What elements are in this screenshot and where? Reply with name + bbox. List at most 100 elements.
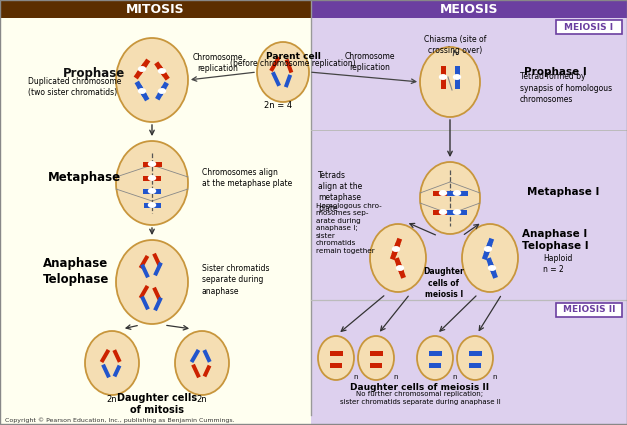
Ellipse shape [358,336,394,380]
Ellipse shape [420,162,480,234]
Polygon shape [330,351,342,355]
Text: MITOSIS: MITOSIS [125,3,184,15]
Ellipse shape [116,141,188,225]
Polygon shape [203,349,211,363]
Bar [311,0,627,18]
Polygon shape [155,86,166,100]
Polygon shape [428,351,441,355]
Polygon shape [396,262,406,279]
Polygon shape [392,238,402,255]
Text: 2n = 4: 2n = 4 [264,100,292,110]
Polygon shape [370,363,382,368]
FancyBboxPatch shape [556,20,622,34]
Polygon shape [139,285,149,299]
Text: Metaphase I: Metaphase I [527,187,599,197]
Bar [311,16,627,425]
Polygon shape [455,71,460,88]
Polygon shape [190,349,200,363]
Ellipse shape [139,67,145,71]
Polygon shape [148,176,161,181]
Text: Daughter
cells of
meiosis I: Daughter cells of meiosis I [424,267,465,299]
Ellipse shape [453,191,460,195]
Polygon shape [468,351,482,355]
Text: Sister chromatids
separate during
anaphase: Sister chromatids separate during anapha… [202,264,270,296]
Polygon shape [101,364,111,378]
Polygon shape [447,210,462,215]
Text: (before chromosome replication): (before chromosome replication) [230,59,356,68]
Ellipse shape [393,247,399,251]
Polygon shape [157,65,170,81]
Ellipse shape [116,38,188,122]
Text: Anaphase I
Telophase I: Anaphase I Telophase I [522,229,589,251]
Text: 2n: 2n [107,396,117,405]
Polygon shape [113,365,122,377]
Ellipse shape [453,75,460,79]
Text: Daughter cells
of mitosis: Daughter cells of mitosis [117,393,197,415]
Polygon shape [438,190,453,196]
Polygon shape [429,363,441,368]
Text: n: n [453,374,457,380]
Text: Prophase: Prophase [63,66,125,79]
Text: Copyright © Pearson Education, Inc., publishing as Benjamin Cummings.: Copyright © Pearson Education, Inc., pub… [5,417,234,423]
Text: Chiasma (site of
crossing over): Chiasma (site of crossing over) [424,35,486,55]
Polygon shape [390,243,401,260]
Ellipse shape [485,247,492,251]
Text: Chromosome
replication: Chromosome replication [345,52,395,72]
Polygon shape [285,59,293,73]
Text: Prophase I: Prophase I [524,67,587,77]
Text: Anaphase
Telophase: Anaphase Telophase [43,258,109,286]
Text: Homologous chro-
mosomes sep-
arate during
anaphase I;
sister
chromatids
remain : Homologous chro- mosomes sep- arate duri… [316,202,382,253]
Polygon shape [137,59,150,75]
Ellipse shape [149,203,155,207]
Polygon shape [486,257,496,274]
Polygon shape [482,243,492,260]
Polygon shape [112,349,122,363]
Ellipse shape [116,240,188,324]
Text: No further chromosomal replication;
sister chromatids separate during anaphase I: No further chromosomal replication; sist… [340,391,500,405]
Ellipse shape [149,176,155,180]
Polygon shape [157,82,169,96]
Polygon shape [142,162,157,167]
Text: n: n [394,374,398,380]
Text: Chromosome
replication: Chromosome replication [192,53,243,73]
Polygon shape [394,257,404,274]
Ellipse shape [175,331,229,395]
Ellipse shape [370,224,426,292]
Polygon shape [135,81,147,97]
Text: Tetrad formed by
synapsis of homologous
chromosomes: Tetrad formed by synapsis of homologous … [520,72,612,104]
Text: 2n: 2n [197,396,208,405]
Ellipse shape [440,75,446,79]
Polygon shape [455,65,460,83]
Polygon shape [452,210,467,215]
Polygon shape [330,363,342,368]
Polygon shape [100,349,110,363]
Ellipse shape [420,47,480,117]
Ellipse shape [139,89,145,93]
Polygon shape [153,297,163,311]
Polygon shape [137,85,149,101]
Polygon shape [154,61,167,76]
Polygon shape [438,210,453,215]
Polygon shape [140,296,150,310]
Ellipse shape [149,162,155,166]
Ellipse shape [149,189,155,193]
Ellipse shape [396,266,404,270]
Polygon shape [144,202,155,207]
Polygon shape [152,253,162,267]
Text: n: n [354,374,358,380]
Polygon shape [143,176,156,181]
Polygon shape [149,202,161,207]
Polygon shape [451,190,468,196]
Text: Chromosomes align
at the metaphase plate: Chromosomes align at the metaphase plate [202,168,292,188]
Bar [0,0,311,18]
Polygon shape [203,365,211,377]
Text: Metaphase: Metaphase [48,170,121,184]
Bar [0,16,311,425]
Ellipse shape [417,336,453,380]
Text: Haploid
n = 2: Haploid n = 2 [543,254,572,274]
Ellipse shape [159,69,166,73]
Polygon shape [152,287,162,301]
Polygon shape [488,262,498,279]
Polygon shape [369,351,382,355]
Ellipse shape [440,210,446,214]
